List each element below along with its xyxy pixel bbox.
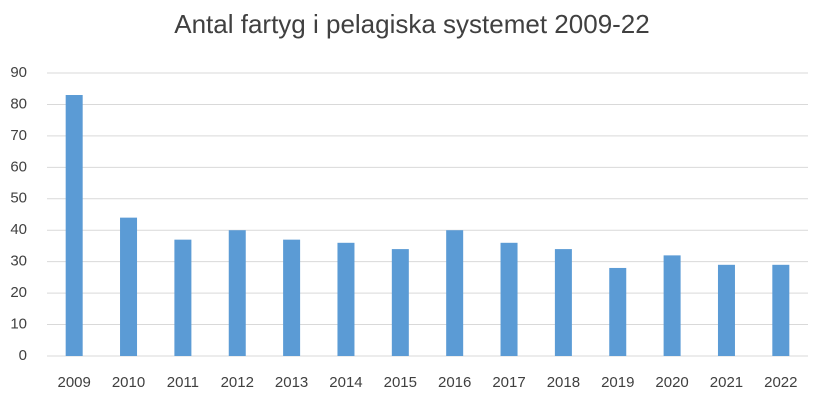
y-tick-label: 10 bbox=[10, 316, 27, 333]
x-tick-label: 2012 bbox=[221, 374, 254, 391]
x-tick-label: 2019 bbox=[601, 374, 634, 391]
x-tick-label: 2009 bbox=[57, 374, 90, 391]
y-tick-label: 50 bbox=[10, 190, 27, 207]
x-tick-label: 2016 bbox=[438, 374, 471, 391]
y-tick-label: 60 bbox=[10, 158, 27, 175]
bar bbox=[500, 242, 518, 356]
y-tick-label: 90 bbox=[10, 64, 27, 81]
bar bbox=[65, 95, 83, 356]
y-tick-label: 0 bbox=[19, 347, 27, 364]
bar bbox=[391, 249, 409, 356]
chart-title: Antal fartyg i pelagiska systemet 2009-2… bbox=[174, 9, 649, 39]
x-tick-label: 2011 bbox=[167, 374, 199, 391]
x-tick-label: 2015 bbox=[384, 374, 417, 391]
bar bbox=[772, 264, 790, 356]
bar bbox=[174, 239, 192, 356]
bar bbox=[120, 217, 138, 356]
x-tick-label: 2013 bbox=[275, 374, 308, 391]
bar bbox=[337, 242, 355, 356]
bar bbox=[663, 255, 681, 356]
y-tick-label: 20 bbox=[10, 284, 27, 301]
y-tick-label: 40 bbox=[10, 221, 27, 238]
bar bbox=[554, 249, 572, 356]
y-tick-label: 80 bbox=[10, 95, 27, 112]
bar bbox=[609, 267, 627, 356]
x-tick-label: 2022 bbox=[764, 374, 797, 391]
y-tick-label: 70 bbox=[10, 127, 27, 144]
bar bbox=[283, 239, 301, 356]
x-tick-label: 2014 bbox=[329, 374, 362, 391]
bar bbox=[717, 264, 735, 356]
bar bbox=[446, 230, 464, 356]
x-tick-label: 2018 bbox=[547, 374, 580, 391]
x-tick-label: 2010 bbox=[112, 374, 145, 391]
bar bbox=[228, 230, 246, 356]
x-tick-label: 2017 bbox=[492, 374, 525, 391]
x-tick-label: 2021 bbox=[710, 374, 743, 391]
x-tick-label: 2020 bbox=[655, 374, 688, 391]
y-tick-label: 30 bbox=[10, 253, 27, 270]
